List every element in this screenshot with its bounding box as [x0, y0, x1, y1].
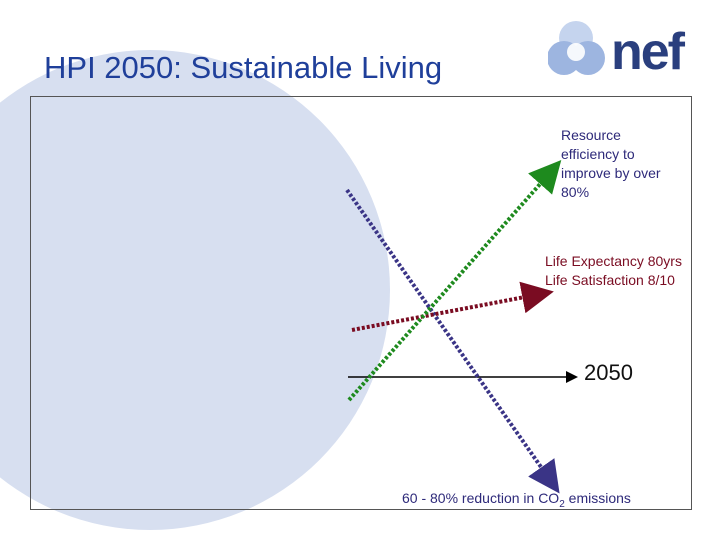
- co2-subscript: 2: [559, 498, 565, 510]
- resource-arrow: [347, 160, 562, 402]
- nef-logo-icon: [548, 21, 605, 75]
- background-circle: [0, 50, 390, 530]
- year-label: 2050: [584, 360, 633, 385]
- resource-efficiency-label: Resource efficiency to improve by over 8…: [561, 127, 661, 200]
- co2-label-prefix: 60 - 80% reduction in CO: [402, 490, 560, 506]
- co2-label-suffix: emissions: [564, 490, 631, 506]
- life-label: Life Expectancy 80yrs Life Satisfaction …: [545, 252, 682, 290]
- co2-arrow: [345, 188, 560, 494]
- life-arrow: [351, 281, 554, 332]
- logo-text: nef: [611, 23, 685, 81]
- life-expectancy-label: Life Expectancy 80yrs: [545, 253, 682, 269]
- slide-title: HPI 2050: Sustainable Living: [44, 50, 443, 85]
- co2-label: 60 - 80% reduction in CO2 emissions: [402, 489, 631, 514]
- life-satisfaction-label: Life Satisfaction 8/10: [545, 272, 675, 288]
- diagram-frame: [30, 96, 692, 510]
